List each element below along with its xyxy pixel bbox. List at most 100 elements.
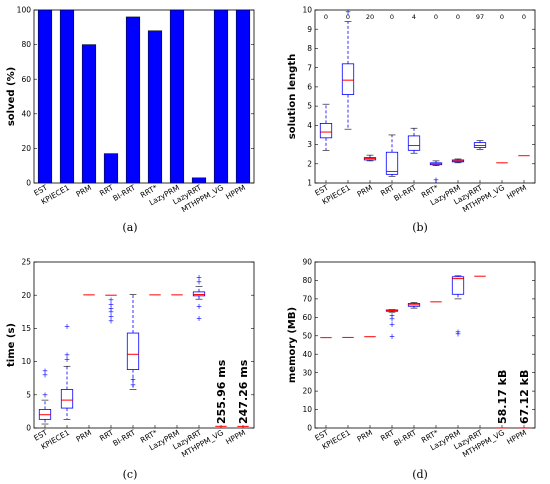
- y-tick-label: 5: [307, 102, 312, 111]
- y-tick-label: 40: [302, 350, 312, 359]
- x-tick-label: PRM: [355, 428, 374, 444]
- x-tick-label: PRM: [355, 183, 374, 199]
- count-label: 4: [412, 13, 416, 21]
- outlier-marker: +: [108, 317, 114, 326]
- box: [341, 63, 355, 95]
- panel-caption: (a): [122, 221, 137, 234]
- outlier-marker: +: [455, 328, 461, 337]
- panel-caption: (b): [412, 221, 428, 234]
- outlier-marker: +: [42, 390, 48, 399]
- y-tick-label: 40: [21, 109, 31, 118]
- y-tick-label: 1: [307, 179, 312, 188]
- y-tick-label: 10: [302, 6, 312, 15]
- x-tick-label: HPPM: [224, 183, 247, 201]
- outlier-marker: +: [130, 380, 136, 389]
- x-tick-label: PRM: [74, 183, 93, 199]
- outlier-marker: +: [196, 302, 202, 311]
- y-tick-label: 0: [26, 179, 31, 188]
- bar: [59, 9, 75, 184]
- y-tick-label: 25: [21, 258, 31, 267]
- y-tick-label: 30: [302, 368, 312, 377]
- x-tick-label: BI-RRT: [111, 183, 137, 203]
- box: [60, 389, 74, 409]
- outlier-marker: +: [108, 295, 114, 304]
- y-axis-label: solved (%): [6, 67, 17, 126]
- outlier-marker: +: [455, 329, 461, 338]
- y-tick-label: 7: [307, 63, 312, 72]
- y-tick-label: 60: [302, 313, 312, 322]
- y-tick-label: 3: [307, 140, 312, 149]
- box: [451, 276, 465, 295]
- y-tick-label: 100: [17, 6, 32, 15]
- y-tick-label: 90: [302, 258, 312, 267]
- y-tick-label: 20: [21, 291, 31, 300]
- outlier-marker: +: [130, 375, 136, 384]
- y-tick-label: 15: [21, 324, 31, 333]
- panel-caption: (c): [123, 468, 138, 481]
- outlier-marker: +: [196, 273, 202, 282]
- y-tick-label: 50: [302, 331, 312, 340]
- count-label: 97: [476, 13, 484, 21]
- box: [192, 291, 206, 297]
- y-tick-label: 20: [21, 144, 31, 153]
- outlier-marker: +: [196, 277, 202, 286]
- plot-area: [314, 261, 536, 429]
- outlier-marker: +: [389, 315, 395, 324]
- y-axis-label: memory (MB): [287, 307, 298, 383]
- bar: [169, 9, 185, 184]
- y-tick-label: 70: [302, 294, 312, 303]
- x-tick-label: HPPM: [505, 183, 528, 201]
- value-annotation: 247.26 ms: [237, 359, 250, 424]
- bar: [235, 9, 251, 184]
- outlier-marker: +: [108, 300, 114, 309]
- outlier-marker: +: [433, 176, 439, 185]
- outlier-marker: +: [389, 320, 395, 329]
- bar: [191, 177, 207, 184]
- outlier-marker: +: [389, 332, 395, 341]
- bar: [37, 9, 53, 184]
- outlier-marker: +: [345, 7, 351, 16]
- bar: [81, 44, 97, 184]
- outlier-marker: +: [108, 307, 114, 316]
- y-tick-label: 10: [302, 405, 312, 414]
- x-tick-label: BI-RRT: [392, 428, 418, 448]
- x-tick-label: HPPM: [505, 428, 528, 446]
- y-tick-label: 0: [26, 424, 31, 433]
- count-label: 0: [522, 13, 526, 21]
- count-label: 20: [366, 13, 374, 21]
- outlier-marker: +: [64, 350, 70, 359]
- y-tick-label: 80: [21, 40, 31, 49]
- box: [385, 151, 399, 175]
- y-tick-label: 5: [26, 390, 31, 399]
- count-label: 0: [346, 13, 350, 21]
- y-tick-label: 9: [307, 25, 312, 34]
- count-label: 0: [324, 13, 328, 21]
- outlier-marker: +: [196, 314, 202, 323]
- x-tick-label: BI-RRT: [392, 183, 418, 203]
- y-tick-label: 4: [307, 121, 312, 130]
- box: [407, 135, 421, 151]
- x-tick-label: PRM: [74, 428, 93, 444]
- value-annotation: 255.96 ms: [215, 359, 228, 424]
- outlier-marker: +: [389, 311, 395, 320]
- y-tick-label: 80: [302, 276, 312, 285]
- x-tick-label: BI-RRT: [111, 428, 137, 448]
- outlier-marker: +: [64, 322, 70, 331]
- outlier-marker: +: [42, 370, 48, 379]
- outlier-marker: +: [108, 304, 114, 313]
- y-tick-label: 0: [307, 424, 312, 433]
- value-annotation: 67.12 kB: [518, 370, 531, 424]
- box: [319, 123, 333, 139]
- count-label: 0: [500, 13, 504, 21]
- outlier-marker: +: [42, 366, 48, 375]
- outlier-marker: +: [108, 312, 114, 321]
- bar: [103, 153, 119, 184]
- bar: [147, 30, 163, 184]
- y-axis-label: solution length: [287, 54, 298, 139]
- panel-caption: (d): [412, 468, 428, 481]
- bar: [213, 9, 229, 184]
